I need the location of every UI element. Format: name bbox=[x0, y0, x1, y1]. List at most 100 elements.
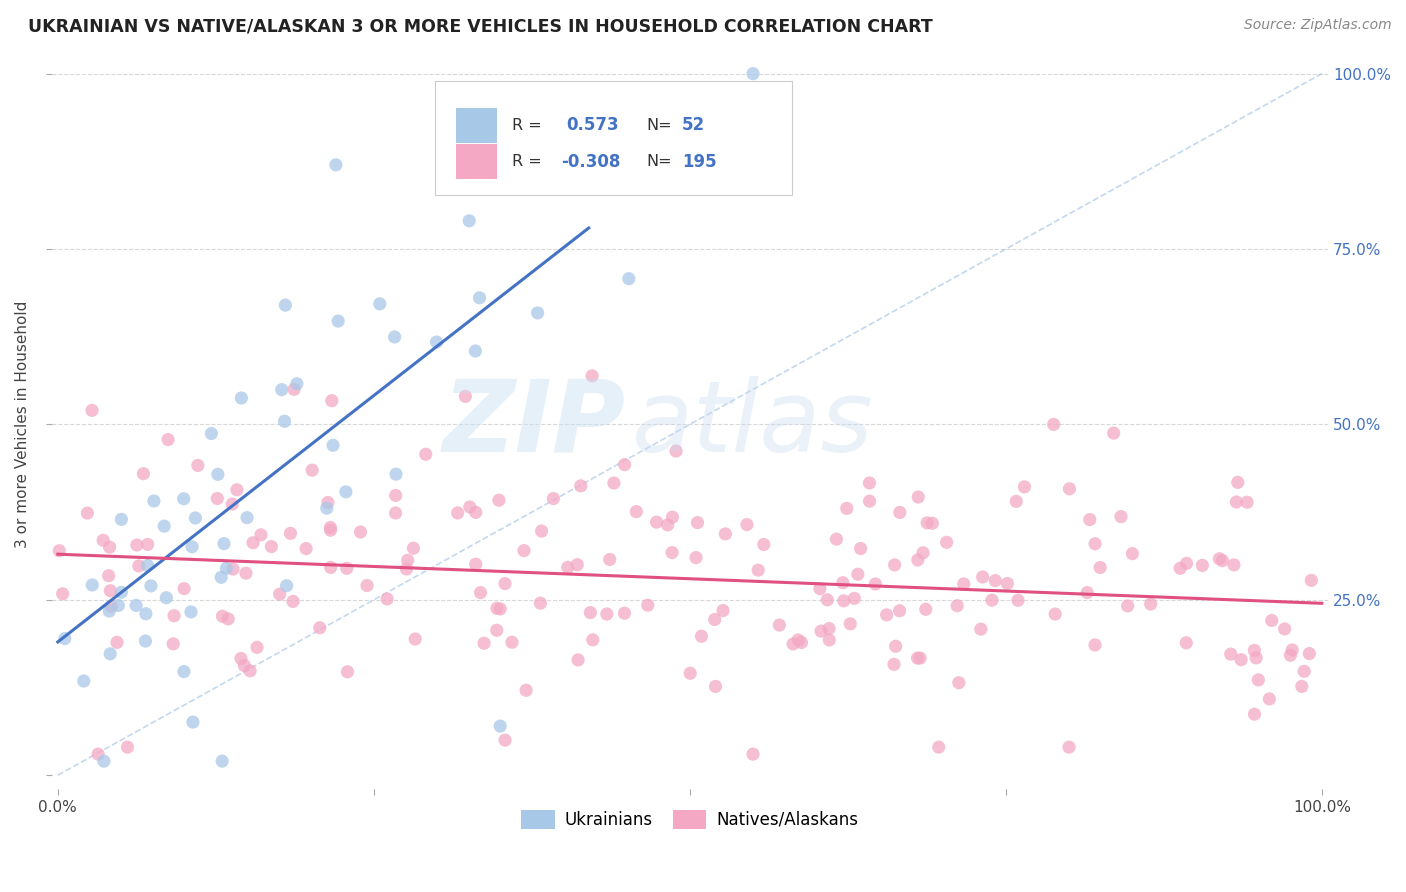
Point bbox=[270, 383, 292, 397]
Point bbox=[530, 524, 553, 538]
Point bbox=[665, 444, 688, 458]
FancyBboxPatch shape bbox=[456, 145, 498, 179]
Point bbox=[581, 368, 603, 383]
Point bbox=[617, 271, 640, 285]
Point bbox=[226, 483, 249, 497]
Point bbox=[1121, 547, 1143, 561]
Point bbox=[222, 562, 245, 576]
Text: R =: R = bbox=[512, 154, 543, 169]
Point bbox=[273, 414, 295, 428]
Point bbox=[73, 674, 96, 689]
Point bbox=[515, 683, 537, 698]
Point bbox=[136, 537, 159, 551]
Point bbox=[110, 585, 132, 599]
Point bbox=[810, 624, 832, 638]
Point bbox=[1261, 614, 1284, 628]
Point bbox=[316, 495, 339, 509]
Text: Source: ZipAtlas.com: Source: ZipAtlas.com bbox=[1244, 18, 1392, 32]
Point bbox=[384, 488, 406, 502]
Point bbox=[80, 403, 103, 417]
Point bbox=[808, 582, 831, 596]
Point bbox=[567, 653, 589, 667]
Point bbox=[907, 553, 929, 567]
Point bbox=[1175, 636, 1198, 650]
Point bbox=[464, 558, 486, 572]
Point bbox=[1258, 692, 1281, 706]
Point bbox=[494, 733, 516, 747]
Point bbox=[404, 632, 426, 646]
Point bbox=[470, 585, 492, 599]
Point bbox=[281, 594, 304, 608]
Point bbox=[884, 640, 907, 654]
Point bbox=[454, 389, 477, 403]
Point bbox=[396, 553, 419, 567]
Point bbox=[1042, 417, 1064, 432]
Point bbox=[1243, 643, 1265, 657]
Text: UKRAINIAN VS NATIVE/ALASKAN 3 OR MORE VEHICLES IN HOUSEHOLD CORRELATION CHART: UKRAINIAN VS NATIVE/ALASKAN 3 OR MORE VE… bbox=[28, 18, 932, 36]
Point bbox=[685, 550, 707, 565]
Point bbox=[100, 599, 122, 614]
Point bbox=[815, 592, 838, 607]
Point bbox=[704, 680, 727, 694]
Point bbox=[468, 291, 491, 305]
Point bbox=[274, 298, 297, 312]
Point bbox=[787, 632, 810, 647]
Point bbox=[229, 651, 252, 665]
Point bbox=[464, 505, 486, 519]
Point bbox=[488, 493, 510, 508]
Point bbox=[742, 747, 765, 761]
Point bbox=[981, 593, 1004, 607]
Point bbox=[375, 591, 398, 606]
Point bbox=[173, 491, 195, 506]
Point bbox=[1243, 707, 1265, 722]
Point bbox=[207, 467, 229, 482]
Point bbox=[835, 501, 858, 516]
Point bbox=[82, 578, 104, 592]
Text: -0.308: -0.308 bbox=[561, 153, 620, 170]
Point bbox=[321, 393, 343, 408]
Point bbox=[239, 664, 262, 678]
Point bbox=[87, 747, 110, 761]
Point bbox=[818, 632, 841, 647]
Point bbox=[844, 591, 866, 606]
Point bbox=[883, 558, 905, 572]
Point bbox=[752, 537, 775, 551]
Point bbox=[209, 570, 232, 584]
Point bbox=[946, 599, 969, 613]
Point bbox=[1219, 647, 1241, 661]
FancyBboxPatch shape bbox=[456, 108, 498, 143]
Point bbox=[1236, 495, 1258, 509]
Point bbox=[714, 527, 737, 541]
Point bbox=[221, 497, 243, 511]
Point bbox=[1247, 673, 1270, 687]
Text: N=: N= bbox=[647, 118, 672, 133]
Point bbox=[846, 567, 869, 582]
Point bbox=[1225, 495, 1247, 509]
Point bbox=[98, 604, 121, 618]
Point bbox=[501, 635, 523, 649]
Point bbox=[464, 343, 486, 358]
Point bbox=[446, 506, 468, 520]
Point bbox=[1291, 680, 1313, 694]
Point bbox=[117, 740, 139, 755]
Point bbox=[173, 665, 195, 679]
Point bbox=[995, 576, 1018, 591]
Point bbox=[582, 632, 605, 647]
Point bbox=[107, 599, 129, 613]
Point bbox=[679, 666, 702, 681]
Legend: Ukrainians, Natives/Alaskans: Ukrainians, Natives/Alaskans bbox=[515, 803, 865, 836]
Point bbox=[883, 657, 905, 672]
Point bbox=[1078, 513, 1101, 527]
Point bbox=[319, 523, 342, 537]
Point bbox=[711, 604, 734, 618]
Point bbox=[526, 306, 548, 320]
Point bbox=[356, 578, 378, 592]
Point bbox=[368, 297, 391, 311]
Point bbox=[52, 587, 75, 601]
Point bbox=[1116, 599, 1139, 613]
Point bbox=[1301, 574, 1323, 588]
Point bbox=[832, 594, 855, 608]
Point bbox=[1191, 558, 1213, 573]
Point bbox=[735, 517, 758, 532]
Text: N=: N= bbox=[647, 154, 672, 169]
